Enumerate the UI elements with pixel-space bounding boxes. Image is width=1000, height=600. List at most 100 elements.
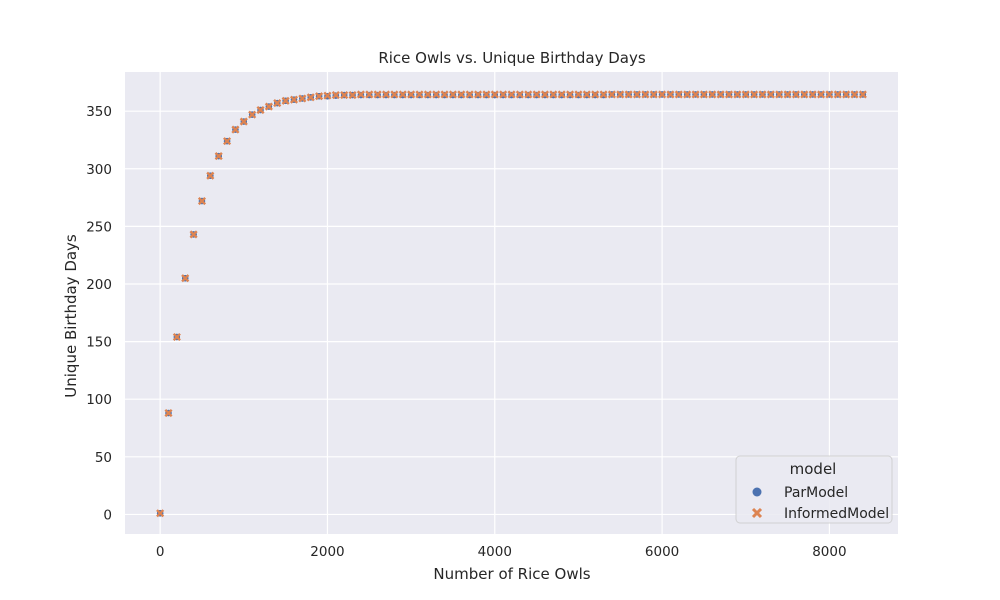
data-point-informedmodel (248, 110, 257, 119)
y-tick-label: 150 (86, 335, 112, 351)
data-point-informedmodel (206, 171, 215, 180)
data-point-informedmodel (515, 90, 524, 99)
data-point-informedmodel (499, 90, 508, 99)
data-point-informedmodel (356, 90, 365, 99)
x-tick-label: 2000 (310, 544, 344, 560)
data-point-informedmodel (223, 137, 232, 146)
y-tick-label: 300 (86, 162, 112, 178)
data-point-informedmodel (775, 90, 784, 99)
data-point-informedmodel (800, 90, 809, 99)
data-point-informedmodel (624, 90, 633, 99)
x-axis-label: Number of Rice Owls (433, 565, 590, 583)
data-point-informedmodel (440, 90, 449, 99)
data-point-informedmodel (716, 90, 725, 99)
data-point-informedmodel (164, 408, 173, 418)
y-tick-label: 100 (86, 392, 112, 408)
data-point-informedmodel (407, 90, 416, 99)
data-point-informedmodel (465, 90, 474, 99)
data-point-informedmodel (833, 90, 842, 99)
data-point-informedmodel (766, 90, 775, 99)
data-point-informedmodel (231, 125, 240, 134)
data-point-informedmodel (540, 90, 550, 99)
data-point-informedmodel (381, 90, 391, 99)
data-point-informedmodel (473, 90, 483, 99)
y-tick-label: 200 (86, 277, 112, 293)
data-point-informedmodel (582, 90, 591, 99)
data-point-informedmodel (858, 90, 867, 99)
data-point-informedmodel (791, 90, 800, 99)
data-point-informedmodel (256, 105, 265, 115)
x-tick-label: 4000 (478, 544, 512, 560)
data-point-informedmodel (423, 90, 432, 99)
data-point-informedmodel (331, 90, 340, 100)
data-point-informedmodel (189, 230, 198, 239)
x-tick-label: 0 (156, 544, 165, 560)
data-point-informedmodel (390, 90, 399, 99)
data-point-informedmodel (658, 90, 667, 99)
x-tick-label: 6000 (645, 544, 679, 560)
y-tick-label: 350 (86, 104, 112, 120)
data-point-informedmodel (632, 90, 642, 99)
data-point-informedmodel (524, 90, 533, 99)
legend-label-informedmodel: InformedModel (784, 506, 889, 522)
series-informedmodel (156, 90, 867, 518)
data-point-informedmodel (674, 90, 683, 99)
chart-title: Rice Owls vs. Unique Birthday Days (378, 49, 646, 67)
data-point-informedmodel (607, 90, 616, 99)
x-tick-label: 8000 (812, 544, 846, 560)
data-point-informedmodel (641, 90, 650, 99)
data-point-informedmodel (724, 90, 734, 99)
data-point-informedmodel (365, 90, 374, 99)
legend-title: model (790, 460, 837, 478)
data-point-informedmodel (264, 102, 273, 111)
data-point-informedmodel (691, 90, 700, 99)
data-point-informedmodel (783, 90, 792, 99)
x-tick-labels: 0 2000 4000 6000 8000 (156, 544, 847, 560)
data-point-informedmodel (306, 93, 315, 102)
data-point-informedmodel (281, 96, 290, 105)
data-point-informedmodel (156, 509, 165, 518)
legend: model ParModel InformedModel (735, 455, 893, 524)
data-point-informedmodel (733, 90, 742, 99)
data-point-informedmodel (197, 196, 207, 206)
data-point-informedmodel (616, 90, 625, 99)
data-point-informedmodel (574, 90, 583, 99)
data-point-informedmodel (591, 90, 600, 99)
data-point-informedmodel (214, 152, 223, 161)
legend-marker-parmodel (752, 487, 762, 497)
data-point-informedmodel (750, 90, 759, 99)
data-point-informedmodel (289, 95, 299, 104)
legend-label-parmodel: ParModel (784, 485, 848, 501)
y-tick-label: 0 (103, 507, 112, 523)
y-tick-label: 50 (95, 450, 112, 466)
data-point-informedmodel (532, 90, 541, 99)
data-point-informedmodel (549, 90, 558, 99)
data-point-informedmodel (490, 90, 499, 99)
data-point-informedmodel (699, 90, 708, 99)
data-point-informedmodel (398, 90, 407, 99)
data-point-informedmodel (348, 90, 357, 100)
data-point-informedmodel (666, 90, 675, 99)
y-tick-label: 250 (86, 219, 112, 235)
data-point-informedmodel (181, 274, 190, 283)
data-point-informedmodel (850, 90, 859, 99)
data-point-informedmodel (432, 90, 441, 99)
legend-marker-informedmodel (751, 507, 763, 519)
data-point-informedmodel (315, 92, 324, 101)
data-point-informedmodel (842, 90, 851, 99)
y-tick-labels: 0 50 100 150 200 250 300 350 (86, 104, 112, 523)
data-point-informedmodel (649, 90, 658, 99)
data-point-informedmodel (825, 90, 834, 99)
data-point-informedmodel (507, 90, 516, 99)
data-point-informedmodel (708, 90, 717, 99)
data-point-informedmodel (298, 94, 307, 103)
legend-box (735, 455, 893, 524)
data-point-informedmodel (758, 90, 767, 99)
data-point-informedmodel (566, 90, 575, 99)
data-point-informedmodel (599, 90, 608, 99)
data-point-informedmodel (273, 99, 282, 108)
data-point-informedmodel (172, 332, 181, 342)
data-point-informedmodel (239, 117, 248, 126)
data-point-informedmodel (457, 90, 466, 99)
data-point-informedmodel (323, 91, 332, 100)
